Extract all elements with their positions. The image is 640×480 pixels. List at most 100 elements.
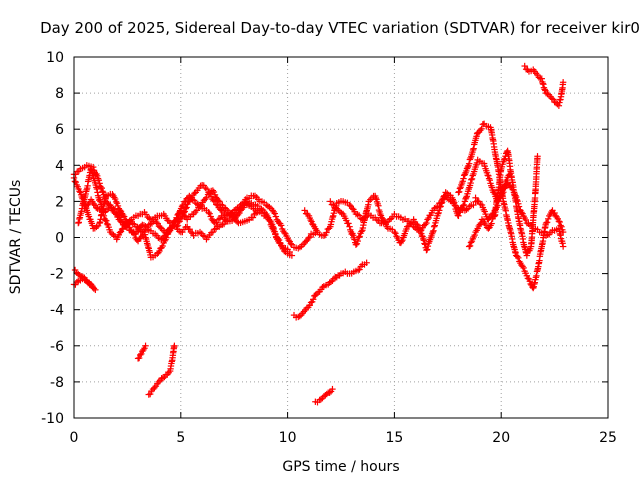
x-tick-label: 20 xyxy=(492,430,510,446)
data-point-interp xyxy=(276,239,284,246)
data-point-interp xyxy=(82,204,90,212)
data-point-interp xyxy=(98,184,105,192)
data-point-interp xyxy=(414,221,421,229)
data-point-interp xyxy=(103,220,111,228)
data-point-interp xyxy=(76,188,83,195)
x-tick-label: 25 xyxy=(599,430,617,446)
data-point-interp xyxy=(348,205,356,212)
data-point-interp xyxy=(476,221,484,228)
data-point-interp xyxy=(460,175,467,182)
data-point xyxy=(288,252,296,259)
data-point-interp xyxy=(159,242,166,250)
y-tick-label: 10 xyxy=(46,50,64,66)
data-point-interp xyxy=(178,203,186,210)
data-point xyxy=(455,189,462,196)
y-tick-label: -10 xyxy=(41,411,64,427)
data-point xyxy=(346,201,353,209)
data-point-interp xyxy=(535,74,543,81)
data-point-interp xyxy=(116,229,124,236)
data-point-interp xyxy=(117,216,125,223)
data-point-interp xyxy=(500,156,508,164)
data-point-interp xyxy=(93,204,100,211)
data-point-interp xyxy=(515,254,522,262)
data-point-interp xyxy=(281,229,288,236)
data-point-interp xyxy=(500,189,507,196)
data-point xyxy=(352,241,360,248)
data-point-interp xyxy=(180,209,187,217)
data-point xyxy=(391,228,398,236)
data-point-interp xyxy=(251,192,259,200)
data-point-interp xyxy=(351,236,358,243)
data-point-interp xyxy=(99,188,106,195)
data-point xyxy=(149,385,157,393)
data-point xyxy=(286,248,293,256)
data-point-interp xyxy=(356,233,363,240)
data-point xyxy=(523,252,531,259)
data-point-interp xyxy=(310,296,317,303)
data-point-interp xyxy=(302,238,310,245)
data-point-interp xyxy=(272,213,280,220)
data-point-interp xyxy=(116,207,124,214)
data-point-interp xyxy=(112,198,120,206)
data-point xyxy=(327,198,334,205)
data-point-interp xyxy=(436,203,444,211)
data-point xyxy=(71,266,79,274)
data-point-interp xyxy=(455,188,463,195)
data-point xyxy=(423,219,430,227)
data-point-interp xyxy=(73,278,81,286)
data-point-interp xyxy=(417,227,424,234)
data-point-interp xyxy=(502,184,509,191)
data-point-interp xyxy=(305,234,312,242)
data-point xyxy=(171,342,178,349)
data-point-interp xyxy=(518,209,525,216)
data-point-interp xyxy=(438,199,446,206)
data-point-interp xyxy=(424,216,431,223)
data-point xyxy=(436,207,443,214)
data-point-interp xyxy=(317,395,325,403)
data-point-interp xyxy=(187,228,195,236)
data-point-interp xyxy=(549,96,557,103)
data-point-interp xyxy=(467,179,474,187)
data-point-interp xyxy=(159,375,167,382)
data-point xyxy=(423,246,430,254)
data-point-interp xyxy=(469,172,476,179)
data-point-interp xyxy=(348,230,355,238)
data-point-interp xyxy=(277,222,285,229)
y-tick-label: -8 xyxy=(50,375,64,391)
data-point-interp xyxy=(463,165,471,172)
data-point-interp xyxy=(319,284,326,291)
data-point-interp xyxy=(216,206,224,213)
data-point-interp xyxy=(285,236,292,244)
data-point xyxy=(521,62,528,70)
data-point-interp xyxy=(157,224,164,231)
data-point-interp xyxy=(459,202,467,209)
gridlines xyxy=(74,57,608,418)
data-point-interp xyxy=(456,185,464,192)
data-point-interp xyxy=(398,238,405,245)
data-point-interp xyxy=(345,220,352,227)
data-point-interp xyxy=(451,202,459,209)
axis-ticks: 0 5 10 15 20 25 -10 -8 -6 -4 -2 0 2 4 6 8 10 xyxy=(41,50,617,446)
x-tick-label: 0 xyxy=(70,430,79,446)
data-point-interp xyxy=(274,235,282,242)
data-point xyxy=(559,243,567,250)
data-point xyxy=(542,219,550,227)
data-point-interp xyxy=(484,172,491,179)
data-point-interp xyxy=(392,230,399,237)
y-tick-label: 4 xyxy=(55,158,64,174)
data-point xyxy=(465,243,473,250)
data-point-interp xyxy=(520,264,527,272)
data-point xyxy=(209,187,217,194)
y-tick-label: 6 xyxy=(55,122,64,138)
data-point-interp xyxy=(85,213,93,220)
data-point-interp xyxy=(306,302,313,309)
data-point-interp xyxy=(543,219,551,226)
data-point-interp xyxy=(323,390,330,398)
data-marks xyxy=(70,62,567,406)
data-point-interp xyxy=(375,202,382,209)
data-point-interp xyxy=(486,176,494,184)
data-point xyxy=(468,176,475,183)
data-point xyxy=(203,194,210,201)
data-point-interp xyxy=(380,217,387,225)
data-point-interp xyxy=(356,266,363,273)
